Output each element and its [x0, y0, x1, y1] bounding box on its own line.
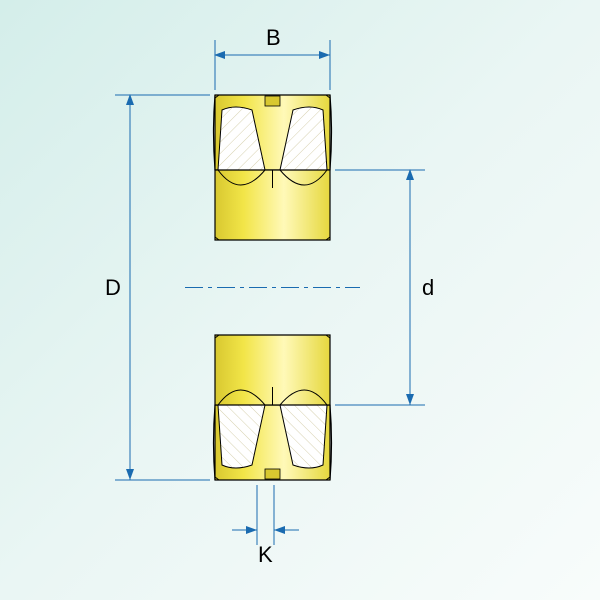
label-d: d	[422, 275, 434, 300]
lower-cross-section	[214, 335, 332, 480]
label-D: D	[105, 275, 121, 300]
label-K: K	[258, 542, 273, 567]
upper-cross-section	[214, 95, 332, 240]
bearing-diagram: B D d K	[0, 0, 600, 600]
label-B: B	[266, 25, 281, 50]
dimension-K	[232, 485, 299, 545]
